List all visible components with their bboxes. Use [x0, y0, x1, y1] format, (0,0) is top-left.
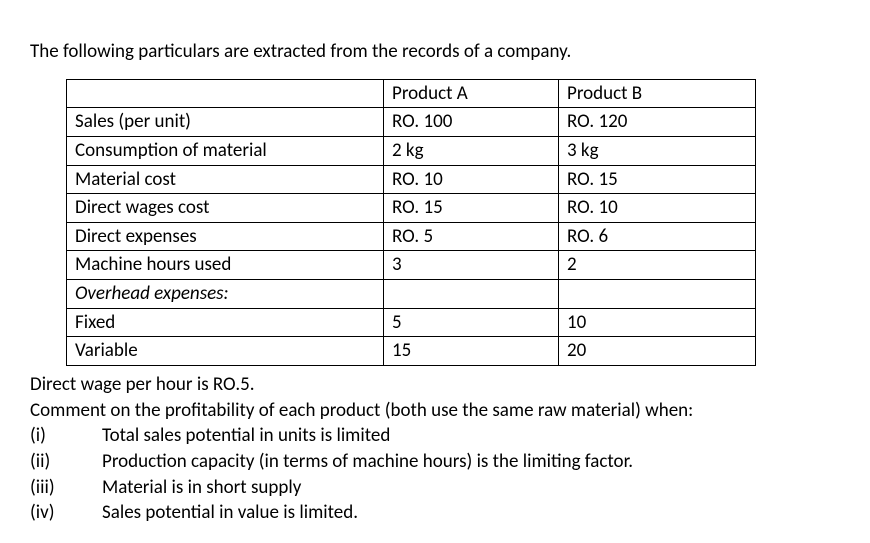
list-item-text: Production capacity (in terms of machine…	[102, 449, 633, 475]
row-value-a	[384, 280, 559, 309]
row-label: Variable	[67, 337, 384, 366]
list-item-text: Sales potential in value is limited.	[102, 500, 633, 526]
list-item-number: (ii)	[30, 449, 102, 475]
table-row: Variable1520	[67, 337, 756, 366]
list-item: (i)Total sales potential in units is lim…	[30, 423, 633, 449]
row-value-a: RO. 10	[384, 165, 559, 194]
note-prompt: Comment on the profitability of each pro…	[30, 398, 840, 424]
list-item: (iii)Material is in short supply	[30, 475, 633, 501]
table-row: Fixed510	[67, 308, 756, 337]
row-value-b	[559, 280, 756, 309]
row-value-b: RO. 10	[559, 194, 756, 223]
list-item-number: (iii)	[30, 475, 102, 501]
note-wage: Direct wage per hour is RO.5.	[30, 372, 840, 398]
list-item-text: Material is in short supply	[102, 475, 633, 501]
table-row: Direct expensesRO. 5RO. 6	[67, 222, 756, 251]
notes-block: Direct wage per hour is RO.5. Comment on…	[30, 372, 840, 526]
header-product-b: Product B	[559, 79, 756, 108]
row-value-b: 3 kg	[559, 136, 756, 165]
row-value-b: RO. 120	[559, 108, 756, 137]
table-row: Sales (per unit)RO. 100RO. 120	[67, 108, 756, 137]
list-item-text: Total sales potential in units is limite…	[102, 423, 633, 449]
row-label: Fixed	[67, 308, 384, 337]
row-value-a: 3	[384, 251, 559, 280]
row-value-a: 2 kg	[384, 136, 559, 165]
row-value-b: 20	[559, 337, 756, 366]
row-label: Machine hours used	[67, 251, 384, 280]
header-blank	[67, 79, 384, 108]
table-row: Overhead expenses:	[67, 280, 756, 309]
row-value-a: 5	[384, 308, 559, 337]
data-table: Product AProduct BSales (per unit)RO. 10…	[66, 79, 756, 366]
list-item-number: (i)	[30, 423, 102, 449]
list-item: (iv)Sales potential in value is limited.	[30, 500, 633, 526]
row-value-b: 10	[559, 308, 756, 337]
table-row: Material costRO. 10RO. 15	[67, 165, 756, 194]
table-row: Direct wages costRO. 15RO. 10	[67, 194, 756, 223]
row-label: Overhead expenses:	[67, 280, 384, 309]
row-label: Sales (per unit)	[67, 108, 384, 137]
question-list: (i)Total sales potential in units is lim…	[30, 423, 633, 526]
row-value-b: RO. 15	[559, 165, 756, 194]
header-product-a: Product A	[384, 79, 559, 108]
table-row: Consumption of material2 kg3 kg	[67, 136, 756, 165]
row-value-a: RO. 100	[384, 108, 559, 137]
list-item-number: (iv)	[30, 500, 102, 526]
intro-text: The following particulars are extracted …	[30, 39, 840, 65]
row-value-a: RO. 15	[384, 194, 559, 223]
table-row: Machine hours used32	[67, 251, 756, 280]
row-label: Direct expenses	[67, 222, 384, 251]
row-label: Consumption of material	[67, 136, 384, 165]
row-label: Material cost	[67, 165, 384, 194]
row-value-b: 2	[559, 251, 756, 280]
row-label: Direct wages cost	[67, 194, 384, 223]
list-item: (ii)Production capacity (in terms of mac…	[30, 449, 633, 475]
row-value-a: RO. 5	[384, 222, 559, 251]
row-value-a: 15	[384, 337, 559, 366]
row-value-b: RO. 6	[559, 222, 756, 251]
